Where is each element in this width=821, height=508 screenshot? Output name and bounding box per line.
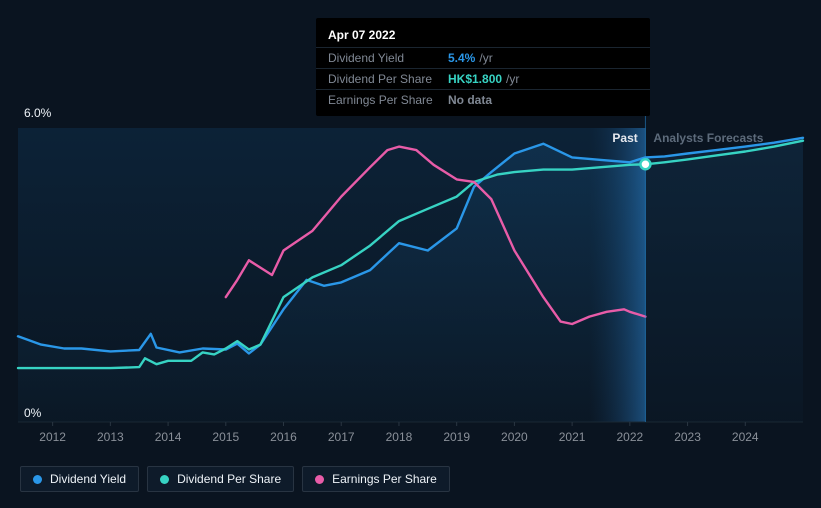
x-axis-tick: 2019 [443,430,470,444]
x-axis-tick: 2021 [559,430,586,444]
legend-item-dividend-per-share[interactable]: Dividend Per Share [147,466,294,492]
tooltip-row-label: Dividend Per Share [328,72,448,86]
chart-tooltip: Apr 07 2022 Dividend Yield5.4%/yrDividen… [316,18,650,116]
x-axis-tick: 2017 [328,430,355,444]
y-axis-tick-min: 0% [24,406,41,420]
legend-dot-icon [160,475,169,484]
tooltip-row-label: Earnings Per Share [328,93,448,107]
legend-item-label: Dividend Per Share [177,472,281,486]
x-axis-tick: 2012 [39,430,66,444]
tooltip-date: Apr 07 2022 [316,26,650,47]
x-axis-tick: 2018 [386,430,413,444]
region-label-forecasts: Analysts Forecasts [653,131,763,145]
tooltip-row-value: 5.4% [448,51,475,65]
x-axis-tick: 2020 [501,430,528,444]
tooltip-row: Earnings Per ShareNo data [316,89,650,110]
x-axis-tick: 2013 [97,430,124,444]
legend-item-label: Earnings Per Share [332,472,437,486]
chart-legend: Dividend Yield Dividend Per Share Earnings… [20,466,450,492]
legend-dot-icon [315,475,324,484]
x-axis-tick: 2014 [155,430,182,444]
tooltip-row: Dividend Yield5.4% /yr [316,47,650,68]
tooltip-row-value: No data [448,93,492,107]
dividend-chart: 6.0% 0% Past Analysts Forecasts 2012 2013… [0,0,821,508]
legend-item-label: Dividend Yield [50,472,126,486]
x-axis-tick: 2022 [616,430,643,444]
legend-dot-icon [33,475,42,484]
x-axis-tick: 2024 [732,430,759,444]
y-axis-tick-max: 6.0% [24,106,51,120]
tooltip-row: Dividend Per ShareHK$1.800/yr [316,68,650,89]
tooltip-row-value: HK$1.800 [448,72,502,86]
x-axis-tick: 2023 [674,430,701,444]
legend-item-earnings-per-share[interactable]: Earnings Per Share [302,466,450,492]
x-axis: 2012 2013 2014 2015 2016 2017 2018 2019 2020 2021… [18,430,803,450]
region-label-past: Past [612,131,637,145]
x-axis-tick: 2015 [212,430,239,444]
tooltip-row-unit: /yr [479,51,492,65]
tooltip-row-label: Dividend Yield [328,51,448,65]
legend-item-dividend-yield[interactable]: Dividend Yield [20,466,139,492]
tooltip-row-unit: /yr [506,72,519,86]
x-axis-tick: 2016 [270,430,297,444]
